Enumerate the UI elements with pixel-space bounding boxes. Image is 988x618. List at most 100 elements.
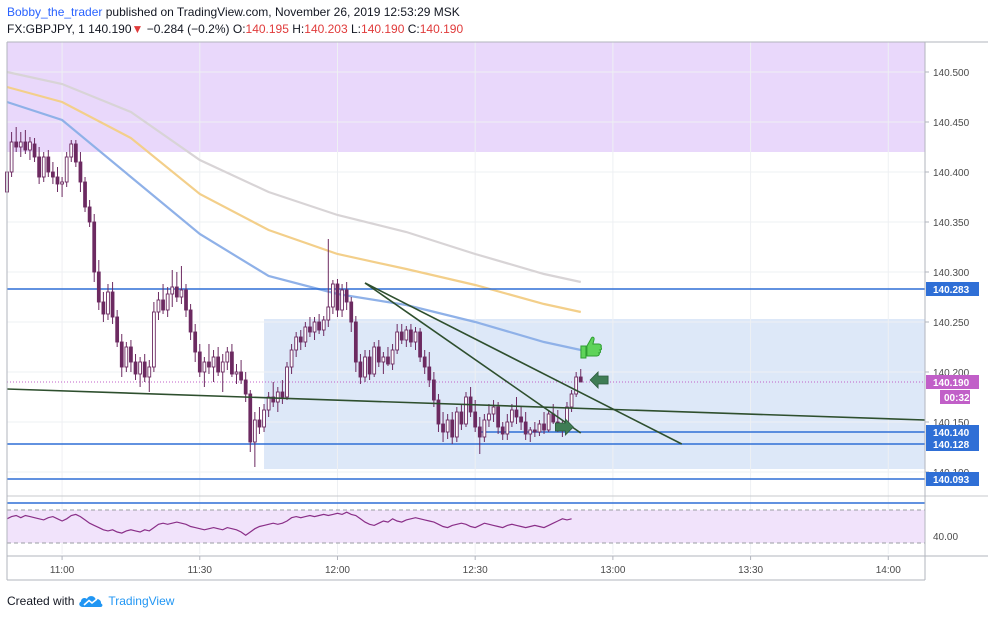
candle-body: [459, 411, 464, 425]
candle-body: [349, 301, 354, 323]
candle-body: [87, 206, 92, 223]
footer: Created with TradingView: [7, 593, 174, 609]
candle-body: [64, 156, 69, 183]
candle-body: [275, 391, 280, 403]
last-price-tag: [926, 375, 979, 389]
low-value: 140.190: [361, 22, 405, 36]
candle-body: [234, 371, 239, 375]
price-tick-label: 140.400: [933, 168, 970, 179]
resistance-zone: [7, 42, 925, 152]
candle-body: [184, 289, 188, 311]
candle-body: [83, 181, 87, 208]
candle-body: [147, 366, 152, 378]
right-arrow-icon: [554, 418, 574, 436]
price-tick-label: 140.150: [933, 418, 970, 429]
candle-body: [129, 346, 133, 363]
candle-body: [454, 411, 459, 438]
time-tick-label: 12:30: [463, 565, 488, 576]
candle-body: [193, 331, 198, 353]
chart-grid: [7, 42, 925, 554]
horizontal-levels: [7, 288, 925, 480]
close-label: C:: [407, 22, 420, 36]
candle-body: [381, 356, 386, 363]
candle-body: [110, 291, 115, 318]
candle-body: [450, 419, 455, 438]
trendline-3: [364, 282, 582, 434]
price-tick-label: 140.350: [933, 218, 970, 229]
candle-body: [298, 336, 303, 343]
last-price: 140.190: [88, 22, 132, 36]
candle-body: [207, 361, 211, 368]
symbol-name[interactable]: FX:GBPJPY, 1: [7, 22, 85, 36]
candle-body: [404, 329, 409, 341]
candle-body: [18, 141, 23, 148]
candle-body: [266, 396, 271, 411]
moving-average-orange: [6, 85, 582, 314]
candle-body: [119, 341, 124, 368]
candle-body: [197, 351, 202, 373]
candle-body: [464, 396, 468, 425]
candle-body: [505, 421, 510, 435]
candle-body: [496, 406, 501, 428]
candle-body: [257, 419, 262, 428]
candle-body: [500, 426, 505, 435]
candle-body: [546, 413, 551, 431]
last-price-tag-label: 140.190: [933, 378, 970, 389]
down-arrow-icon: ▼: [131, 22, 144, 36]
candle-body: [174, 286, 179, 298]
high-label: H:: [292, 22, 305, 36]
candle-body: [165, 293, 170, 311]
candle-body: [230, 351, 234, 375]
candle-body: [532, 429, 537, 433]
candle-body: [312, 321, 317, 333]
level-140.283-tag: [926, 282, 979, 296]
rsi-pane: 40.00: [6, 495, 988, 544]
candle-body: [142, 361, 147, 378]
candle-body: [55, 176, 60, 185]
candle-body: [514, 409, 519, 418]
created-with-text: Created with: [7, 594, 75, 608]
candle-body: [578, 376, 583, 383]
candle-body: [331, 283, 335, 308]
candle-body: [202, 361, 207, 373]
chart-attribution: Bobby_the_trader published on TradingVie…: [7, 5, 460, 19]
candle-body: [427, 366, 432, 381]
trendline-2: [364, 282, 683, 445]
author-link[interactable]: Bobby_the_trader: [7, 5, 103, 19]
candle-body: [179, 289, 184, 298]
candle-body: [519, 416, 523, 423]
candle-body: [32, 143, 37, 158]
candle-body: [252, 419, 257, 443]
price-tick-label: 140.250: [933, 318, 970, 329]
price-tick-label: 140.500: [933, 68, 970, 79]
candle-body: [340, 289, 344, 311]
candle-body: [344, 289, 349, 303]
candle-body: [156, 299, 161, 313]
candle-body: [367, 356, 372, 375]
moving-average-gray: [6, 70, 582, 284]
candle-body: [542, 423, 546, 431]
level-140.283-tag-label: 140.283: [933, 285, 970, 296]
low-label: L:: [351, 22, 362, 36]
price-tick-label: 140.300: [933, 268, 970, 279]
candle-body: [537, 423, 542, 433]
candle-body: [37, 156, 42, 178]
candle-body: [28, 141, 32, 151]
trendline-1: [6, 388, 926, 421]
level-140.140-tag: [926, 425, 979, 439]
candle-body: [115, 316, 120, 343]
time-tick-label: 11:00: [50, 565, 75, 576]
price-change: −0.284 (−0.2%): [146, 22, 230, 36]
range-zone: [264, 319, 925, 469]
countdown-tag: [940, 390, 970, 404]
time-tick-label: 13:00: [600, 565, 625, 576]
time-tick-label: 11:30: [188, 565, 213, 576]
candle-body: [9, 141, 14, 173]
tradingview-brand-link[interactable]: TradingView: [108, 594, 175, 608]
candle-body: [225, 351, 230, 363]
candlestick-series: [5, 127, 583, 467]
candle-body: [395, 331, 400, 351]
candle-body: [46, 156, 51, 173]
